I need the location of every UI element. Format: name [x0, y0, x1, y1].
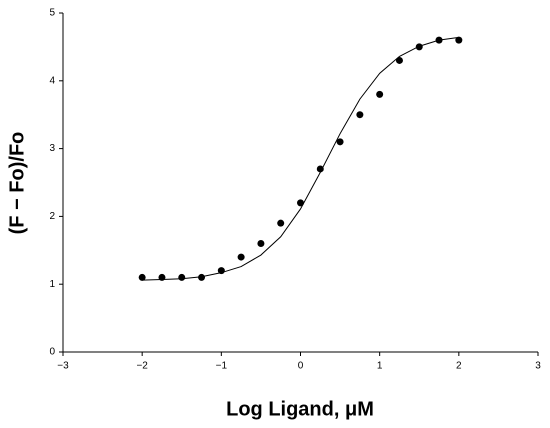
x-tick-label: −3 — [57, 361, 69, 372]
y-axis-title: (F − Fo)/Fo — [6, 132, 28, 235]
y-tick-label: 4 — [49, 75, 55, 86]
data-point — [237, 253, 245, 261]
y-tick-label: 2 — [49, 211, 55, 222]
data-point — [376, 90, 384, 98]
x-tick-label: −2 — [136, 361, 148, 372]
data-point — [198, 273, 206, 281]
y-tick-label: 1 — [49, 279, 55, 290]
x-tick-label: 2 — [456, 361, 462, 372]
fit-curve — [142, 36, 459, 281]
x-axis-title: Log Ligand, μM — [226, 398, 374, 420]
data-point — [336, 138, 344, 146]
y-tick-label: 5 — [49, 8, 55, 19]
data-point — [455, 36, 463, 44]
y-tick-label: 3 — [49, 143, 55, 154]
data-point — [316, 165, 324, 173]
x-tick-label: 3 — [535, 361, 541, 372]
x-tick-label: 1 — [377, 361, 383, 372]
data-point — [257, 240, 265, 248]
data-point — [356, 111, 364, 119]
data-point — [178, 273, 186, 281]
data-point — [415, 43, 423, 51]
y-tick-label: 0 — [49, 347, 55, 358]
data-point — [277, 219, 285, 227]
x-tick-label: 0 — [298, 361, 304, 372]
data-point — [297, 199, 304, 207]
x-tick-label: −1 — [216, 361, 228, 372]
data-point — [138, 273, 146, 281]
data-point — [395, 56, 403, 64]
